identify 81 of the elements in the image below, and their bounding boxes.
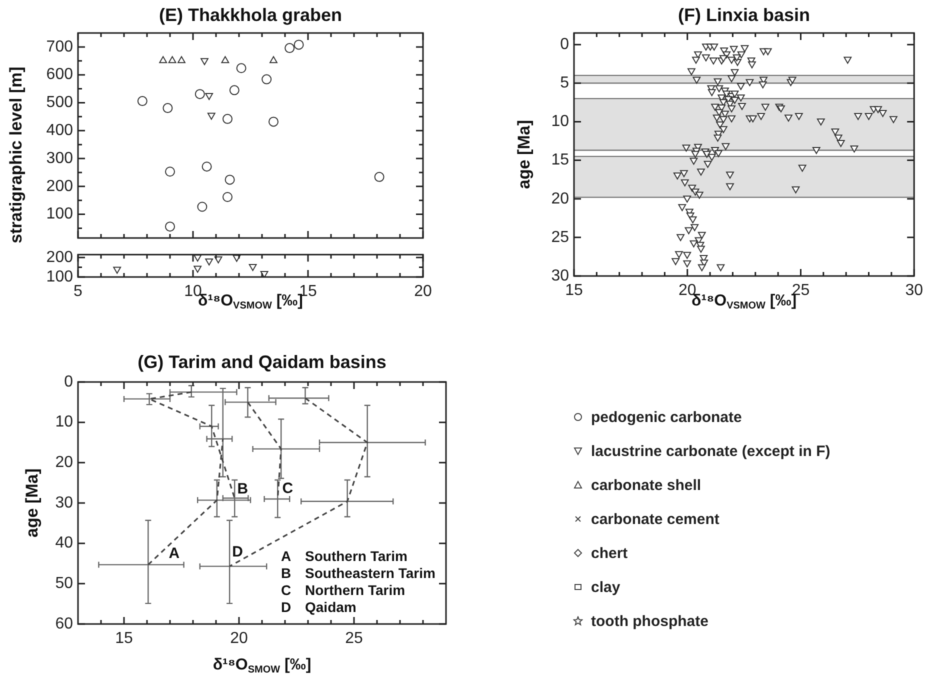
text: carbonate shell bbox=[591, 476, 702, 494]
point bbox=[205, 258, 214, 266]
x-tick-label: 25 bbox=[345, 630, 363, 648]
point bbox=[222, 114, 232, 124]
y-tick-label: 200 bbox=[46, 248, 74, 266]
y-tick-label: 20 bbox=[551, 190, 570, 208]
y-axis-title: age [Ma] bbox=[514, 120, 534, 189]
annotation: C Northern Tarim bbox=[281, 582, 406, 598]
series-label: A bbox=[168, 544, 180, 562]
point bbox=[224, 174, 235, 185]
y-tick-label: 100 bbox=[46, 206, 74, 223]
y-tick-label: 50 bbox=[55, 575, 74, 592]
line-series bbox=[228, 397, 368, 568]
y-tick-label: 60 bbox=[55, 615, 74, 632]
y-tick-label: 600 bbox=[46, 66, 74, 84]
point bbox=[113, 266, 122, 274]
y-tick-label: 30 bbox=[551, 267, 570, 284]
y-tick-label: 25 bbox=[551, 228, 570, 246]
point bbox=[200, 58, 208, 66]
point bbox=[262, 74, 272, 84]
y-axis-title: stratigraphic level [m] bbox=[6, 66, 26, 244]
y-tick-label: 15 bbox=[551, 152, 570, 169]
point bbox=[294, 40, 304, 50]
y-tick-label: 0 bbox=[560, 36, 570, 53]
point bbox=[205, 92, 214, 100]
chart-title: (G) Tarim and Qaidam basins bbox=[138, 352, 386, 372]
point bbox=[194, 266, 202, 273]
y-tick-label: 300 bbox=[46, 150, 74, 167]
point bbox=[197, 202, 208, 212]
annotation: D Qaidam bbox=[281, 598, 356, 615]
point bbox=[207, 112, 216, 120]
point bbox=[268, 116, 278, 127]
y-tick-label: 400 bbox=[46, 122, 74, 140]
y-tick-label: 40 bbox=[55, 534, 74, 552]
point bbox=[165, 222, 175, 232]
y-tick-label: 500 bbox=[46, 94, 74, 112]
point bbox=[229, 85, 240, 96]
point bbox=[162, 103, 173, 114]
point bbox=[221, 56, 230, 64]
chart-title: (E) Thakkhola graben bbox=[158, 4, 342, 25]
point bbox=[214, 256, 222, 264]
point bbox=[168, 56, 176, 64]
point bbox=[248, 264, 257, 271]
point bbox=[260, 270, 268, 277]
text: tooth phosphate bbox=[591, 612, 708, 630]
point bbox=[178, 56, 186, 64]
series-label: D bbox=[232, 543, 244, 560]
text: pedogenic carbonate bbox=[591, 408, 742, 426]
point bbox=[165, 166, 175, 177]
series-label: C bbox=[282, 480, 294, 498]
point bbox=[202, 162, 212, 172]
text: carbonate cement bbox=[591, 510, 720, 528]
x-tick-label: 20 bbox=[414, 283, 432, 300]
point bbox=[194, 89, 205, 100]
point bbox=[236, 63, 246, 74]
x-tick-label: 30 bbox=[905, 282, 924, 300]
x-tick-label: 15 bbox=[115, 630, 133, 648]
series-label: B bbox=[237, 480, 248, 498]
point bbox=[284, 43, 295, 54]
point bbox=[374, 172, 384, 182]
y-tick-label: 5 bbox=[560, 74, 570, 92]
annotation: B Southeastern Tarim bbox=[281, 564, 436, 581]
y-tick-label: 30 bbox=[55, 494, 74, 512]
y-tick-label: 700 bbox=[46, 38, 74, 56]
y-tick-label: 20 bbox=[55, 454, 74, 472]
point bbox=[137, 96, 148, 106]
y-tick-label: 100 bbox=[46, 268, 74, 286]
text: clay bbox=[591, 578, 620, 596]
text: lacustrine carbonate (except in F) bbox=[591, 442, 830, 460]
text: chert bbox=[591, 544, 628, 562]
x-tick-label: 20 bbox=[230, 630, 248, 648]
y-tick-label: 200 bbox=[46, 178, 74, 195]
y-axis-title: age [Ma] bbox=[22, 468, 42, 538]
y-tick-label: 10 bbox=[551, 113, 570, 130]
y-tick-label: 10 bbox=[55, 414, 74, 431]
point bbox=[270, 56, 278, 64]
annotation: A Southern Tarim bbox=[281, 548, 408, 564]
chart-title: (F) Linxia basin bbox=[678, 4, 810, 25]
point bbox=[222, 192, 232, 202]
point bbox=[159, 56, 168, 64]
y-tick-label: 0 bbox=[64, 373, 74, 390]
